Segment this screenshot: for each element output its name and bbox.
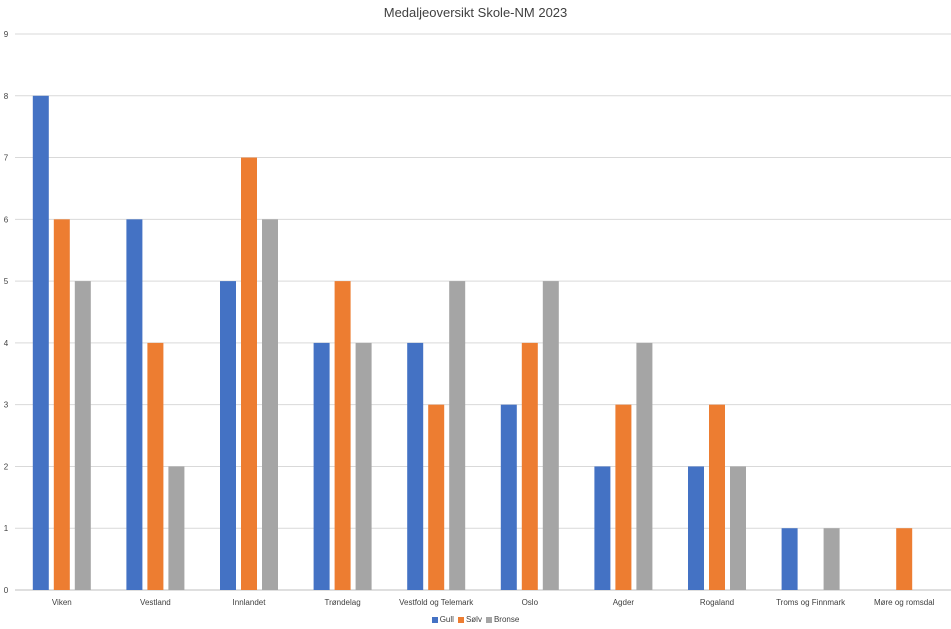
- bar-bronse-0: [74, 281, 91, 590]
- bar-gull-3: [313, 342, 330, 590]
- y-tick-label: 7: [4, 154, 9, 163]
- y-tick-label: 4: [4, 339, 9, 348]
- y-tick-label: 2: [4, 462, 9, 471]
- bars: [32, 95, 913, 591]
- legend: Gull Sølv Bronse: [0, 615, 951, 625]
- bar-bronse-1: [168, 466, 185, 590]
- x-category-label: Vestland: [140, 598, 171, 607]
- legend-label: Sølv: [465, 615, 482, 624]
- bar-bronse-7: [730, 466, 746, 590]
- y-tick-label: 5: [4, 277, 9, 286]
- y-tick-label: 9: [4, 30, 9, 39]
- bar-gull-8: [781, 528, 798, 590]
- legend-swatch: [485, 616, 492, 623]
- bar-bronse-2: [262, 219, 278, 591]
- x-category-label: Rogaland: [700, 598, 734, 607]
- y-tick-label: 8: [4, 92, 9, 101]
- x-category-label: Agder: [613, 598, 635, 607]
- bar-bronse-4: [449, 281, 466, 590]
- bar-gull-6: [594, 466, 611, 590]
- x-category-label: Trøndelag: [325, 598, 361, 607]
- bar-sølv-5: [521, 342, 538, 590]
- legend-item-bronse: Bronse: [485, 615, 520, 625]
- legend-label: Bronse: [493, 615, 520, 624]
- bar-sølv-2: [241, 157, 257, 591]
- x-category-label: Møre og romsdal: [874, 598, 935, 607]
- gridlines: [15, 33, 951, 591]
- bar-sølv-7: [709, 404, 725, 590]
- bar-gull-2: [220, 281, 236, 590]
- bar-bronse-8: [823, 528, 840, 590]
- y-tick-label: 0: [4, 586, 9, 595]
- x-category-label: Viken: [52, 598, 72, 607]
- bar-sølv-4: [428, 404, 445, 590]
- bar-bronse-3: [355, 342, 372, 590]
- x-category-label: Oslo: [522, 598, 539, 607]
- x-category-label: Vestfold og Telemark: [399, 598, 474, 607]
- bar-gull-5: [500, 404, 517, 590]
- y-tick-label: 6: [4, 215, 9, 224]
- y-tick-label: 1: [4, 524, 9, 533]
- y-axis-tick-labels: 0 1 2 3 4 5 6 7 8 9: [4, 30, 9, 595]
- y-tick-label: 3: [4, 401, 9, 410]
- bar-sølv-1: [147, 342, 164, 590]
- bar-gull-7: [688, 466, 704, 590]
- bar-gull-0: [32, 95, 49, 591]
- bar-gull-4: [407, 342, 424, 590]
- bar-sølv-3: [334, 281, 351, 590]
- x-axis-category-labels: Viken Vestland Innlandet Trøndelag Vestfold …: [52, 598, 935, 607]
- bar-sølv-6: [615, 404, 632, 590]
- bar-bronse-6: [636, 342, 653, 590]
- legend-item-sølv: Sølv: [457, 615, 482, 625]
- bar-sølv-9: [896, 528, 913, 590]
- bar-sølv-0: [53, 219, 70, 591]
- legend-swatch: [457, 616, 464, 623]
- bar-gull-1: [126, 219, 143, 591]
- chart-title: Medaljeoversikt Skole-NM 2023: [383, 5, 568, 20]
- x-category-label: Innlandet: [233, 598, 267, 607]
- legend-label: Gull: [439, 615, 454, 624]
- legend-swatch: [431, 616, 438, 623]
- x-category-label: Troms og Finnmark: [776, 598, 846, 607]
- legend-item-gull: Gull: [431, 615, 454, 625]
- bar-bronse-5: [542, 281, 559, 590]
